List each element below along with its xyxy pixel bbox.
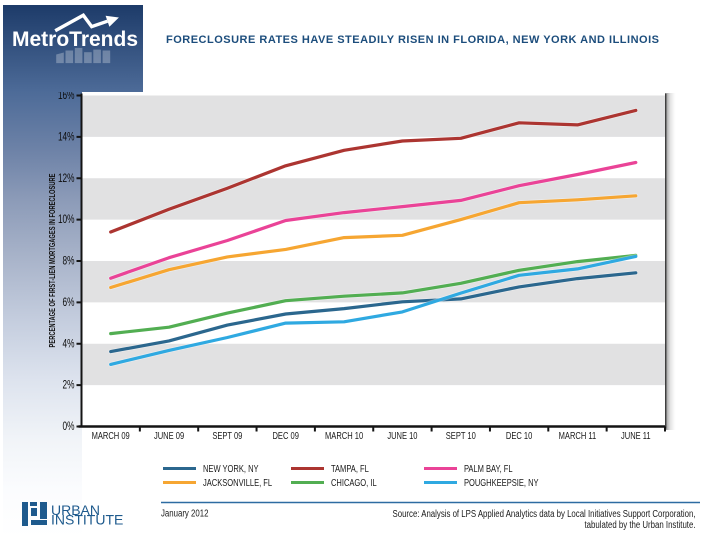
svg-text:2%: 2% <box>63 380 75 393</box>
svg-text:16%: 16% <box>58 90 75 103</box>
svg-text:INSTITUTE: INSTITUTE <box>51 512 123 528</box>
svg-text:SEPT 09: SEPT 09 <box>212 430 242 441</box>
svg-text:6%: 6% <box>63 297 75 310</box>
svg-text:PERCENTAGE OF FIRST-LIEN MORTG: PERCENTAGE OF FIRST-LIEN MORTGAGES IN FO… <box>47 173 58 347</box>
svg-text:4%: 4% <box>63 338 75 351</box>
svg-text:JACKSONVILLE, FL: JACKSONVILLE, FL <box>203 477 272 488</box>
svg-text:tabulated by the Urban Institu: tabulated by the Urban Institute. <box>584 519 695 530</box>
svg-text:POUGHKEEPSIE, NY: POUGHKEEPSIE, NY <box>464 477 539 488</box>
svg-text:MARCH 11: MARCH 11 <box>559 430 597 441</box>
svg-text:14%: 14% <box>58 131 75 144</box>
svg-text:10%: 10% <box>58 214 75 227</box>
svg-text:Source: Analysis of LPS Applie: Source: Analysis of LPS Applied Analytic… <box>392 508 695 519</box>
svg-text:PALM BAY, FL: PALM BAY, FL <box>464 463 513 474</box>
svg-text:MetroTrends: MetroTrends <box>12 28 138 51</box>
svg-text:MARCH 10: MARCH 10 <box>325 430 363 441</box>
svg-text:8%: 8% <box>63 255 75 268</box>
svg-text:URBAN: URBAN <box>51 502 100 518</box>
svg-text:JUNE 09: JUNE 09 <box>154 430 184 441</box>
svg-text:NEW YORK, NY: NEW YORK, NY <box>203 463 259 474</box>
svg-text:0%: 0% <box>63 421 75 434</box>
svg-text:JUNE 10: JUNE 10 <box>387 430 417 441</box>
svg-text:DEC 10: DEC 10 <box>506 430 532 441</box>
svg-text:SEPT 10: SEPT 10 <box>446 430 476 441</box>
svg-text:January 2012: January 2012 <box>161 508 208 519</box>
svg-text:TAMPA, FL: TAMPA, FL <box>331 463 369 474</box>
svg-text:CHICAGO, IL: CHICAGO, IL <box>331 477 377 488</box>
svg-text:12%: 12% <box>58 173 75 186</box>
svg-text:MARCH 09: MARCH 09 <box>92 430 130 441</box>
svg-text:JUNE 11: JUNE 11 <box>621 430 651 441</box>
svg-text:DEC 09: DEC 09 <box>272 430 298 441</box>
